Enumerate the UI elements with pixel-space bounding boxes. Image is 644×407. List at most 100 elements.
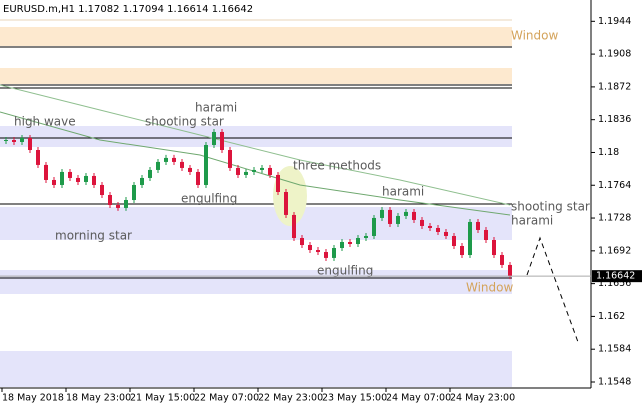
candle [324,252,328,258]
y-tick-label: 1.1728 [598,213,631,224]
candle [164,157,168,162]
candle [236,167,240,175]
candle [356,237,360,245]
y-tick-label: 1.162 [598,311,625,322]
annotation: harami [195,101,237,115]
annotation: shooting star [511,200,590,214]
candle [100,184,104,196]
candle [476,221,480,230]
x-tick-label: 24 May 23:00 [450,393,515,404]
candle [404,211,408,216]
annotation: three methods [293,159,381,173]
candle [436,227,440,232]
candle [212,131,216,145]
moving-average [0,84,511,206]
candle [292,214,296,238]
y-tick-label: 1.1548 [598,376,631,387]
candle [124,200,128,208]
candle [316,250,320,253]
x-tick-label: 18 May 23:00 [66,393,131,404]
candle [28,137,32,151]
highlight [273,166,307,226]
candle [244,171,248,175]
candle [340,241,344,249]
candle [68,171,72,178]
y-tick-label: 1.1764 [598,180,631,191]
candle [204,144,208,185]
annotation: engulfing [181,192,237,206]
candle [44,164,48,180]
annotation: Window [511,29,559,43]
projection [526,236,579,343]
candle [260,167,264,170]
candle [468,221,472,256]
zone [0,126,512,147]
zones [0,0,592,389]
annotation: high wave [14,115,76,129]
candle [388,209,392,224]
annotation: harami [382,185,424,199]
x-tick-label: 23 May 15:00 [322,393,387,404]
candle [444,231,448,236]
zone [0,68,512,84]
candle [4,139,8,141]
candle [492,239,496,256]
y-tick-label: 1.1692 [598,245,631,256]
candle [428,225,432,228]
candle [300,237,304,246]
candle [460,246,464,256]
candle [52,179,56,185]
candle [364,235,368,238]
candle [116,205,120,208]
x-tick-label: 21 May 15:00 [130,393,195,404]
candle [84,175,88,182]
candle [20,137,24,142]
zone [0,351,512,387]
annotation: harami [511,214,553,228]
candle [220,131,224,151]
candle [252,169,256,172]
candle [452,235,456,247]
candle [140,177,144,185]
zone [0,270,512,294]
candle [332,248,336,258]
candle [60,171,64,185]
x-tick-label: 18 May 2018 [2,393,64,404]
y-tick-label: 1.18 [598,147,619,158]
x-tick-label: 24 May 07:00 [386,393,451,404]
candle [500,255,504,265]
candle [412,211,416,220]
candle [396,215,400,224]
candle [76,177,80,182]
price-label: 1.16642 [596,271,635,282]
moving-average [0,111,511,216]
candle [108,195,112,206]
y-tick-label: 1.1836 [598,114,631,125]
candle [308,245,312,251]
candle [196,171,200,185]
annotation: shooting star [145,115,224,129]
candle [508,264,512,277]
chart-title: EURUSD.m,H1 1.17082 1.17094 1.16614 1.16… [3,4,253,15]
candle [172,157,176,162]
y-tick-label: 1.1584 [598,344,631,355]
candle [148,169,152,178]
candle [372,217,376,236]
price-box [592,270,642,283]
y-tick-label: 1.1872 [598,81,631,92]
annotation: engulfing [317,264,373,278]
candle [156,161,160,170]
annotation: Window [466,281,514,295]
candles [4,128,512,280]
zone [0,207,512,240]
candle [276,174,280,192]
candle [380,209,384,218]
candle [228,150,232,168]
y-tick-label: 1.1656 [598,278,631,289]
candle [484,229,488,240]
candle [132,184,136,201]
candle [284,191,288,215]
candle [92,175,96,185]
annotation: morning star [55,229,132,243]
